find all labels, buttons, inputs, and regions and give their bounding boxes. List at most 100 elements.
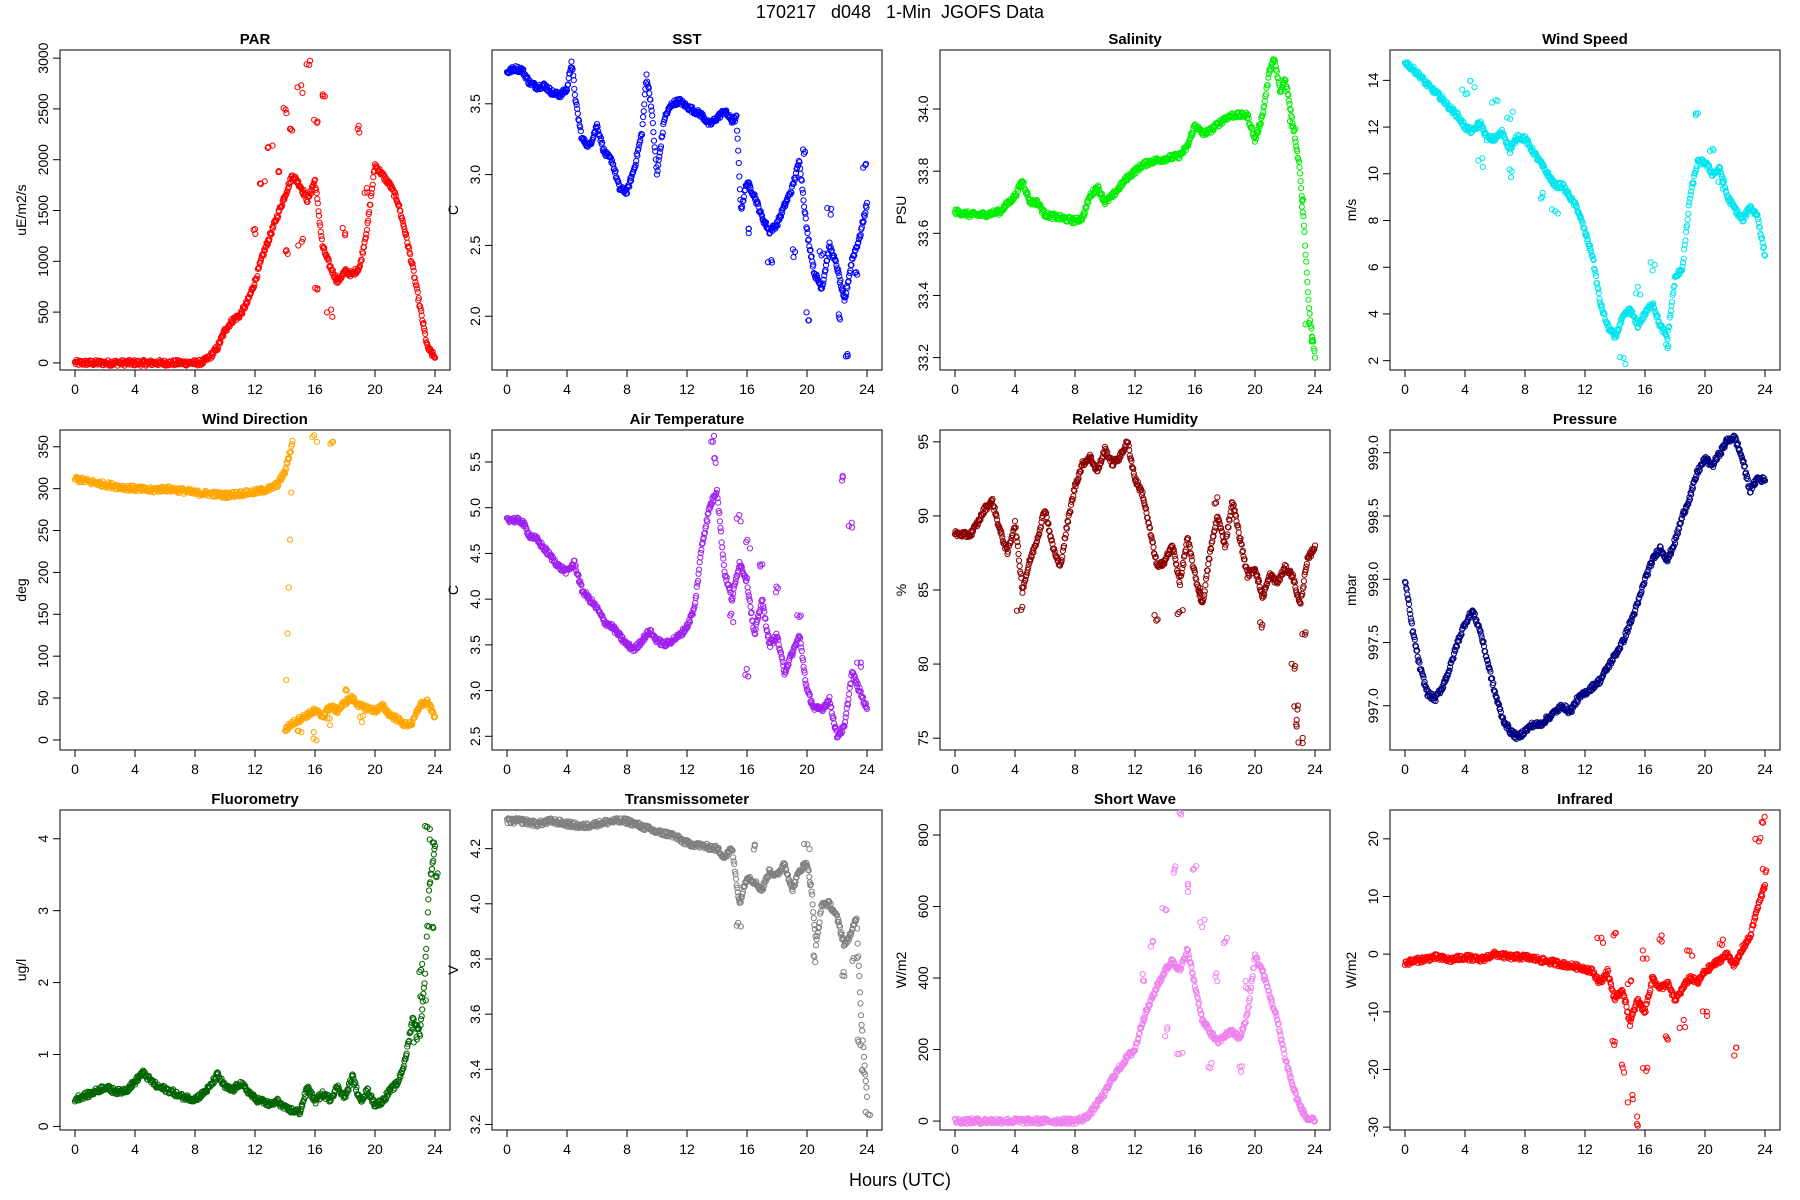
data-point bbox=[295, 727, 302, 735]
data-point bbox=[1268, 63, 1275, 70]
data-point bbox=[299, 89, 306, 97]
data-point bbox=[1439, 93, 1446, 100]
data-point bbox=[285, 584, 292, 591]
data-point bbox=[1033, 197, 1040, 204]
data-point bbox=[368, 190, 375, 197]
data-point bbox=[998, 531, 1005, 538]
y-tick-label: 3000 bbox=[35, 42, 51, 73]
data-point bbox=[792, 174, 799, 181]
data-point bbox=[1589, 253, 1596, 260]
data-point bbox=[1205, 561, 1212, 568]
data-point bbox=[317, 222, 324, 229]
data-point bbox=[339, 224, 346, 232]
data-point bbox=[415, 297, 422, 304]
data-point bbox=[854, 659, 861, 666]
data-point bbox=[1299, 734, 1306, 742]
y-tick-label: 6 bbox=[1365, 263, 1381, 271]
data-point bbox=[801, 669, 808, 676]
data-point bbox=[412, 279, 419, 286]
panel-title: Air Temperature bbox=[630, 411, 745, 428]
x-tick-label: 0 bbox=[1401, 761, 1409, 777]
data-point bbox=[644, 81, 651, 88]
data-point bbox=[1130, 470, 1137, 477]
data-point bbox=[573, 101, 580, 108]
data-point bbox=[209, 353, 216, 360]
data-point bbox=[849, 255, 856, 262]
data-point bbox=[748, 609, 755, 616]
data-point bbox=[1196, 589, 1203, 597]
data-point bbox=[410, 267, 417, 274]
y-tick-label: 2500 bbox=[35, 93, 51, 124]
data-point bbox=[717, 528, 725, 535]
data-point bbox=[711, 455, 718, 462]
data-point bbox=[236, 314, 243, 321]
data-point bbox=[1038, 519, 1045, 526]
data-point bbox=[1151, 612, 1158, 619]
data-point bbox=[1592, 272, 1600, 280]
data-point bbox=[289, 437, 296, 444]
y-axis-label: % bbox=[893, 584, 909, 596]
data-point bbox=[1754, 211, 1761, 218]
data-point bbox=[571, 91, 579, 99]
data-point bbox=[694, 580, 701, 587]
data-point bbox=[1267, 66, 1274, 73]
data-point bbox=[310, 729, 317, 736]
data-point bbox=[846, 273, 853, 280]
data-point bbox=[1504, 114, 1511, 121]
data-point bbox=[269, 225, 276, 232]
data-point bbox=[786, 657, 793, 664]
data-point bbox=[638, 131, 646, 138]
data-point bbox=[800, 197, 807, 204]
data-point bbox=[1088, 453, 1095, 460]
x-tick-label: 12 bbox=[1127, 381, 1143, 397]
y-tick-label: 85 bbox=[915, 582, 931, 598]
data-point bbox=[623, 190, 631, 197]
data-point bbox=[1030, 549, 1037, 556]
data-point bbox=[657, 143, 665, 150]
data-point bbox=[820, 276, 827, 283]
data-point bbox=[806, 692, 814, 699]
data-point bbox=[844, 284, 851, 291]
data-point bbox=[759, 561, 766, 568]
data-point bbox=[1125, 439, 1132, 446]
data-point bbox=[1548, 206, 1556, 213]
data-point bbox=[367, 192, 375, 200]
data-point bbox=[1304, 278, 1311, 286]
x-tick-label: 20 bbox=[1697, 381, 1713, 397]
data-point bbox=[1262, 91, 1270, 98]
data-point bbox=[743, 539, 750, 546]
data-point bbox=[563, 86, 570, 93]
data-point bbox=[1257, 121, 1264, 128]
data-point bbox=[857, 663, 865, 670]
data-point bbox=[319, 91, 326, 98]
plot-frame bbox=[491, 49, 883, 371]
data-point bbox=[1178, 569, 1185, 577]
data-point bbox=[307, 57, 314, 64]
y-tick-label: 4.5 bbox=[467, 543, 483, 563]
data-point bbox=[1245, 111, 1252, 118]
data-point bbox=[570, 77, 577, 84]
y-tick-label: 250 bbox=[35, 519, 51, 543]
data-point bbox=[1445, 668, 1452, 675]
data-point bbox=[413, 282, 420, 289]
data-point bbox=[1664, 345, 1671, 352]
data-point bbox=[1508, 144, 1515, 151]
data-point bbox=[1612, 334, 1619, 341]
data-point bbox=[392, 192, 399, 199]
data-point bbox=[1208, 546, 1215, 553]
data-point bbox=[803, 225, 811, 233]
data-point bbox=[1761, 252, 1769, 259]
data-point bbox=[801, 667, 808, 674]
data-point bbox=[392, 189, 399, 196]
data-point bbox=[788, 189, 795, 196]
data-point bbox=[1753, 212, 1761, 219]
data-point bbox=[627, 174, 634, 182]
data-point bbox=[716, 509, 723, 517]
data-point bbox=[756, 609, 763, 616]
data-point bbox=[314, 118, 321, 125]
y-tick-label: 50 bbox=[35, 690, 51, 706]
data-point bbox=[317, 228, 324, 235]
data-point bbox=[855, 239, 862, 246]
data-point bbox=[1067, 508, 1074, 515]
